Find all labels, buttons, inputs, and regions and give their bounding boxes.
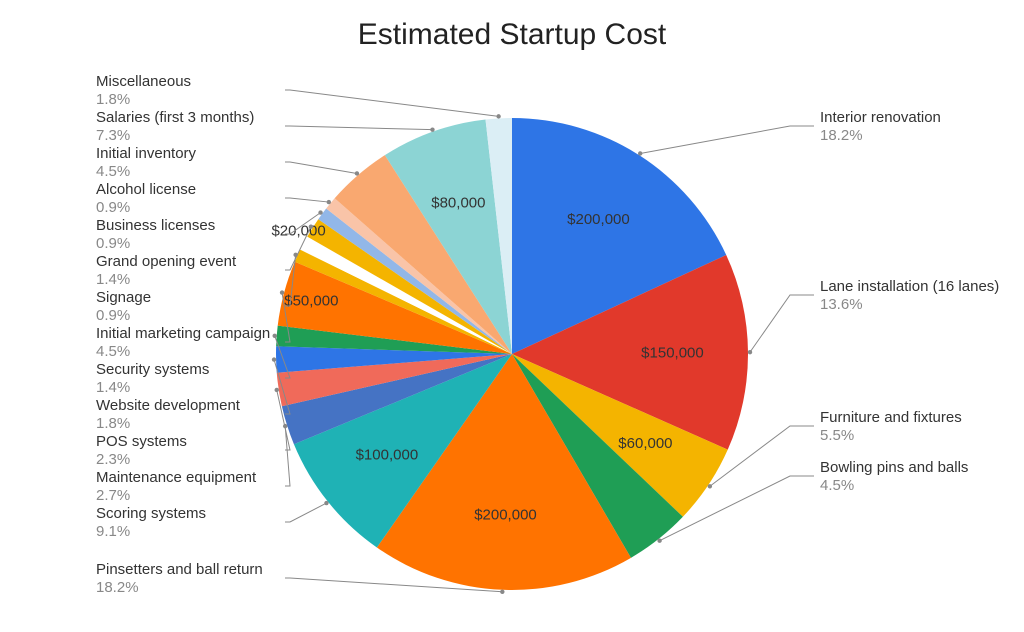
slice-label-name: Alcohol license bbox=[96, 181, 196, 198]
slice-label-name: Maintenance equipment bbox=[96, 469, 256, 486]
slice-label: Bowling pins and balls4.5% bbox=[820, 459, 968, 495]
slice-value-label: $20,000 bbox=[271, 222, 325, 239]
leader-line bbox=[285, 162, 357, 173]
slice-label-pct: 4.5% bbox=[96, 343, 270, 360]
slice-label: Signage0.9% bbox=[96, 289, 151, 325]
slice-label-pct: 2.3% bbox=[96, 451, 187, 468]
slice-label-name: Initial inventory bbox=[96, 145, 196, 162]
slice-label-pct: 18.2% bbox=[820, 127, 941, 144]
leader-line bbox=[640, 126, 814, 153]
slice-label-pct: 5.5% bbox=[820, 427, 962, 444]
slice-label: Lane installation (16 lanes)13.6% bbox=[820, 278, 999, 314]
slice-label-pct: 9.1% bbox=[96, 523, 206, 540]
slice-label: Alcohol license0.9% bbox=[96, 181, 196, 217]
slice-value-label: $80,000 bbox=[431, 195, 485, 212]
slice-label-name: Pinsetters and ball return bbox=[96, 561, 263, 578]
slice-label-name: Grand opening event bbox=[96, 253, 236, 270]
slice-value-label: $100,000 bbox=[356, 447, 419, 464]
leader-line bbox=[285, 503, 326, 522]
slice-label-name: Bowling pins and balls bbox=[820, 459, 968, 476]
slice-label-name: Signage bbox=[96, 289, 151, 306]
leader-line bbox=[285, 126, 432, 130]
slice-label-name: Salaries (first 3 months) bbox=[96, 109, 254, 126]
leader-line bbox=[285, 90, 499, 116]
slice-value-label: $200,000 bbox=[567, 211, 630, 228]
slice-value-label: $60,000 bbox=[618, 435, 672, 452]
slice-label-pct: 1.8% bbox=[96, 415, 240, 432]
slice-label: Website development1.8% bbox=[96, 397, 240, 433]
slice-label-pct: 4.5% bbox=[820, 477, 968, 494]
slice-label-name: Security systems bbox=[96, 361, 209, 378]
slice-label-name: Website development bbox=[96, 397, 240, 414]
slice-label: Maintenance equipment2.7% bbox=[96, 469, 256, 505]
slice-label-pct: 1.4% bbox=[96, 379, 209, 396]
slice-label: Salaries (first 3 months)7.3% bbox=[96, 109, 254, 145]
slice-label-pct: 1.4% bbox=[96, 271, 236, 288]
slice-label: Miscellaneous1.8% bbox=[96, 73, 191, 109]
slice-label: Business licenses0.9% bbox=[96, 217, 215, 253]
slice-label: Pinsetters and ball return18.2% bbox=[96, 561, 263, 597]
leader-line bbox=[750, 295, 814, 352]
slice-label: Initial inventory4.5% bbox=[96, 145, 196, 181]
slice-value-label: $200,000 bbox=[474, 506, 537, 523]
slice-label-name: Furniture and fixtures bbox=[820, 409, 962, 426]
slice-value-label: $50,000 bbox=[284, 292, 338, 309]
slice-label-pct: 4.5% bbox=[96, 163, 196, 180]
slice-label-pct: 2.7% bbox=[96, 487, 256, 504]
slice-label-name: Miscellaneous bbox=[96, 73, 191, 90]
leader-line bbox=[285, 426, 290, 486]
slice-label-name: Initial marketing campaign bbox=[96, 325, 270, 342]
slice-label: Security systems1.4% bbox=[96, 361, 209, 397]
slice-label: Scoring systems9.1% bbox=[96, 505, 206, 541]
slice-label-pct: 13.6% bbox=[820, 296, 999, 313]
slice-label-name: Lane installation (16 lanes) bbox=[820, 278, 999, 295]
slice-label-pct: 7.3% bbox=[96, 127, 254, 144]
slice-label-pct: 0.9% bbox=[96, 235, 215, 252]
slice-label: Interior renovation18.2% bbox=[820, 109, 941, 145]
slice-label-pct: 0.9% bbox=[96, 199, 196, 216]
slice-label-pct: 0.9% bbox=[96, 307, 151, 324]
slice-label-name: Interior renovation bbox=[820, 109, 941, 126]
slice-label: Furniture and fixtures5.5% bbox=[820, 409, 962, 445]
slice-label-name: Business licenses bbox=[96, 217, 215, 234]
slice-label: POS systems2.3% bbox=[96, 433, 187, 469]
slice-value-label: $150,000 bbox=[641, 345, 704, 362]
slice-label-name: Scoring systems bbox=[96, 505, 206, 522]
slice-label: Initial marketing campaign4.5% bbox=[96, 325, 270, 361]
slice-label-pct: 18.2% bbox=[96, 579, 263, 596]
slice-label-name: POS systems bbox=[96, 433, 187, 450]
leader-line bbox=[285, 198, 329, 202]
slice-label: Grand opening event1.4% bbox=[96, 253, 236, 289]
slice-label-pct: 1.8% bbox=[96, 91, 191, 108]
